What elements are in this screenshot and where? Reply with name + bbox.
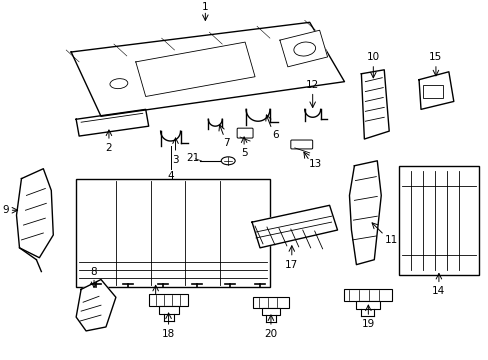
FancyBboxPatch shape bbox=[237, 128, 252, 138]
Polygon shape bbox=[71, 22, 344, 116]
Bar bbox=[356, 301, 380, 309]
Bar bbox=[252, 297, 288, 308]
Ellipse shape bbox=[221, 157, 235, 165]
Text: 3: 3 bbox=[172, 155, 179, 165]
Ellipse shape bbox=[293, 42, 315, 56]
Text: 20: 20 bbox=[264, 329, 277, 339]
FancyBboxPatch shape bbox=[290, 140, 312, 149]
Text: 9: 9 bbox=[2, 205, 9, 215]
Text: 17: 17 bbox=[285, 260, 298, 270]
Polygon shape bbox=[361, 70, 388, 139]
Polygon shape bbox=[76, 109, 148, 136]
Text: 19: 19 bbox=[361, 319, 374, 329]
Text: 13: 13 bbox=[308, 159, 322, 169]
Text: 12: 12 bbox=[305, 80, 319, 90]
Polygon shape bbox=[349, 161, 381, 265]
Bar bbox=[148, 294, 188, 306]
Polygon shape bbox=[76, 279, 116, 331]
Polygon shape bbox=[17, 169, 53, 258]
Bar bbox=[262, 308, 279, 315]
Text: 21: 21 bbox=[185, 153, 199, 163]
Bar bbox=[422, 85, 442, 99]
Text: 6: 6 bbox=[272, 130, 279, 140]
Bar bbox=[344, 289, 391, 301]
Polygon shape bbox=[251, 205, 337, 248]
Polygon shape bbox=[279, 30, 327, 67]
Text: 10: 10 bbox=[366, 52, 379, 62]
Text: 7: 7 bbox=[223, 138, 229, 148]
Text: 8: 8 bbox=[91, 266, 97, 276]
Polygon shape bbox=[418, 72, 453, 109]
Bar bbox=[398, 166, 478, 275]
Text: 5: 5 bbox=[240, 148, 247, 158]
Text: 2: 2 bbox=[105, 143, 112, 153]
Text: 4: 4 bbox=[167, 171, 174, 181]
Text: 1: 1 bbox=[202, 3, 208, 13]
Text: 14: 14 bbox=[431, 286, 445, 296]
Text: 15: 15 bbox=[428, 52, 442, 62]
Text: 16: 16 bbox=[149, 299, 162, 309]
Polygon shape bbox=[136, 42, 255, 96]
Ellipse shape bbox=[110, 78, 127, 89]
Bar bbox=[76, 179, 269, 287]
Text: 18: 18 bbox=[162, 329, 175, 339]
Text: 11: 11 bbox=[384, 235, 397, 245]
Bar bbox=[158, 306, 178, 314]
